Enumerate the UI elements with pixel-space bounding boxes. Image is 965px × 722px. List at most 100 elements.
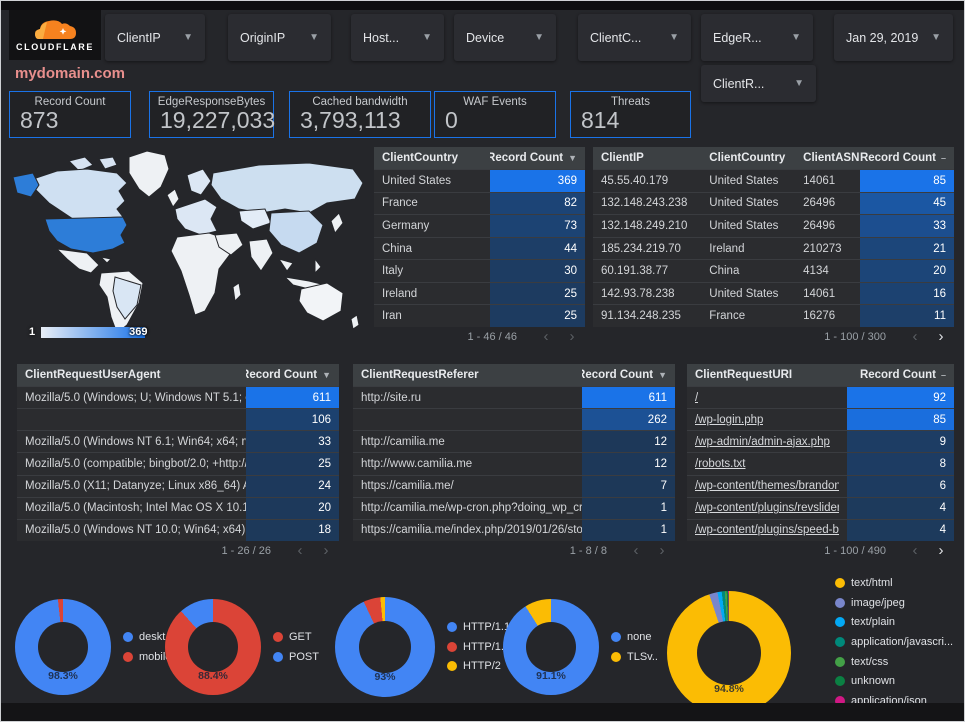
table-row: 60.191.38.77 China 4134 20 xyxy=(593,259,954,282)
donut-ring: 93% xyxy=(335,597,435,697)
column-header-clientrequestuseragent[interactable]: ClientRequestUserAgent xyxy=(25,369,161,381)
record-count-cell: 12 xyxy=(581,431,675,453)
filter-host[interactable]: Host... ▼ xyxy=(351,14,444,61)
filter-clientip[interactable]: ClientIP ▼ xyxy=(105,14,205,61)
pagination-next-icon[interactable]: › xyxy=(938,542,944,559)
table-cell: 210273 xyxy=(803,242,842,255)
record-count-cell: 7 xyxy=(581,475,675,497)
pagination-next-icon[interactable]: › xyxy=(323,542,329,559)
record-count-cell: 11 xyxy=(860,305,954,328)
filter-edgeresponse[interactable]: EdgeR... ▼ xyxy=(701,14,813,61)
legend-dot-icon xyxy=(835,656,845,667)
chevron-down-icon: ▼ xyxy=(791,32,801,43)
table-row: / 92 xyxy=(687,386,954,409)
table-row: /wp-content/plugins/revslider/rs-p... 4 xyxy=(687,496,954,519)
uri-link[interactable]: /wp-admin/admin-ajax.php xyxy=(695,435,830,448)
column-header-clientasn[interactable]: ClientASN xyxy=(803,152,860,164)
column-header-record-count[interactable]: Record Count – xyxy=(860,152,946,164)
legend-dot-icon xyxy=(273,651,283,662)
scorecard-threats: Threats 814 xyxy=(570,91,691,138)
chart-legend: none TLSv.. xyxy=(611,631,658,663)
chevron-down-icon: ▼ xyxy=(534,32,544,43)
donut-percent-label: 94.8% xyxy=(714,682,744,695)
table-cell: 14061 xyxy=(803,174,836,187)
legend-item-post: POST xyxy=(273,651,319,664)
bottom-edge-strip xyxy=(1,703,964,721)
uri-link[interactable]: /wp-content/themes/brandon/plu... xyxy=(695,480,839,493)
filter-device[interactable]: Device ▼ xyxy=(454,14,556,61)
uri-link[interactable]: /wp-content/plugins/revslider/rs-p... xyxy=(695,502,839,515)
table-cell: /wp-admin/admin-ajax.php xyxy=(687,431,847,452)
column-header-clientrequestreferer[interactable]: ClientRequestReferer xyxy=(361,369,479,381)
record-count-cell: 45 xyxy=(860,192,954,215)
table-cell: 142.93.78.238 xyxy=(601,287,675,300)
table-row: http://www.camilia.me 12 xyxy=(353,452,675,475)
filter-clientrequest[interactable]: ClientR... ▼ xyxy=(701,65,816,102)
table-pagination: 1 - 8 / 8 ‹ › xyxy=(353,541,675,560)
table-cell: 4134 xyxy=(803,265,829,278)
table-cell: http://www.camilia.me xyxy=(361,457,473,470)
column-header-record-count[interactable]: Record Count ▼ xyxy=(245,369,331,381)
legend-item-http-1-0: HTTP/1.0 xyxy=(447,641,510,654)
column-header-clientrequesturi[interactable]: ClientRequestURI xyxy=(695,369,793,381)
table-cell: China xyxy=(382,242,413,255)
uri-link[interactable]: / xyxy=(695,391,699,404)
record-count-cell: 16 xyxy=(860,282,954,305)
cloudflare-logo: CLOUDFLARE xyxy=(9,10,101,60)
table-header: ClientRequestUserAgent Record Count ▼ xyxy=(17,364,339,386)
table-pagination: 1 - 100 / 300 ‹ › xyxy=(593,327,954,346)
chart-legend: text/html image/jpeg text/plain application… xyxy=(835,577,953,721)
table-cell: Mozilla/5.0 (Windows NT 6.1; Win64; x64;… xyxy=(25,435,246,448)
uri-link[interactable]: /robots.txt xyxy=(695,457,746,470)
record-count-cell: 9 xyxy=(847,431,954,453)
pagination-prev-icon[interactable]: ‹ xyxy=(912,328,918,345)
table-body: Mozilla/5.0 (Windows; U; Windows NT 5.1;… xyxy=(17,386,339,541)
legend-item-image-jpeg: image/jpeg xyxy=(835,597,953,610)
legend-dot-icon xyxy=(835,617,845,628)
table-header: ClientRequestReferer Record Count ▼ xyxy=(353,364,675,386)
pagination-prev-icon[interactable]: ‹ xyxy=(633,542,639,559)
legend-dot-icon xyxy=(123,651,133,662)
record-count-cell: 73 xyxy=(490,215,585,237)
column-header-record-count[interactable]: Record Count ▼ xyxy=(581,369,667,381)
device-type-donut-chart: 98.3% deskt... mobile xyxy=(15,599,174,695)
column-header-clientcountry[interactable]: ClientCountry xyxy=(382,152,459,164)
table-header: ClientRequestURI Record Count – xyxy=(687,364,954,386)
legend-item-text-html: text/html xyxy=(835,577,953,590)
pagination-label: 1 - 100 / 490 xyxy=(824,544,886,557)
map-legend-max: 369 xyxy=(129,326,148,338)
column-header-clientcountry[interactable]: ClientCountry xyxy=(709,152,786,164)
uri-link[interactable]: /wp-content/plugins/speed-booste... xyxy=(695,524,839,537)
record-count-cell: 30 xyxy=(490,260,585,282)
table-body: 45.55.40.179 United States 14061 85 132.148.… xyxy=(593,169,954,328)
column-header-record-count[interactable]: Record Count – xyxy=(859,369,946,381)
table-cell: Mozilla/5.0 (Windows; U; Windows NT 5.1;… xyxy=(25,391,246,404)
pagination-next-icon[interactable]: › xyxy=(659,542,665,559)
uri-link[interactable]: /wp-login.php xyxy=(695,413,764,426)
legend-item-tlsv: TLSv.. xyxy=(611,651,658,664)
pagination-next-icon[interactable]: › xyxy=(569,328,575,345)
chart-legend: GET POST xyxy=(273,631,319,663)
table-row: http://site.ru 611 xyxy=(353,386,675,409)
pagination-prev-icon[interactable]: ‹ xyxy=(297,542,303,559)
column-header-record-count[interactable]: Record Count ▼ xyxy=(490,152,577,164)
table-body: United States 369 France 82 Germany 73 China 44… xyxy=(374,169,585,328)
date-range-filter[interactable]: Jan 29, 2019 ▼ xyxy=(834,14,953,61)
pagination-prev-icon[interactable]: ‹ xyxy=(543,328,549,345)
legend-item-mobile: mobile xyxy=(123,651,174,664)
record-count-cell: 369 xyxy=(490,170,585,192)
table-body: / 92/wp-login.php 85/wp-admin/admin-ajax.p… xyxy=(687,386,954,541)
sort-icon: ▼ xyxy=(658,370,667,380)
filter-originip[interactable]: OriginIP ▼ xyxy=(228,14,331,61)
table-cell: United States xyxy=(709,287,779,300)
donut-percent-label: 88.4% xyxy=(198,670,228,683)
table-row: https://camilia.me/7 xyxy=(353,474,675,497)
record-count-cell: 25 xyxy=(490,282,585,305)
column-header-clientip[interactable]: ClientIP xyxy=(601,152,644,164)
filter-clientcountry[interactable]: ClientC... ▼ xyxy=(578,14,691,61)
pagination-prev-icon[interactable]: ‹ xyxy=(912,542,918,559)
pagination-next-icon[interactable]: › xyxy=(938,328,944,345)
table-cell: China xyxy=(709,265,740,278)
record-count-cell: 21 xyxy=(860,237,954,260)
http-protocol-donut-chart: 93% HTTP/1.1 HTTP/1.0 HTTP/2 xyxy=(335,597,510,697)
